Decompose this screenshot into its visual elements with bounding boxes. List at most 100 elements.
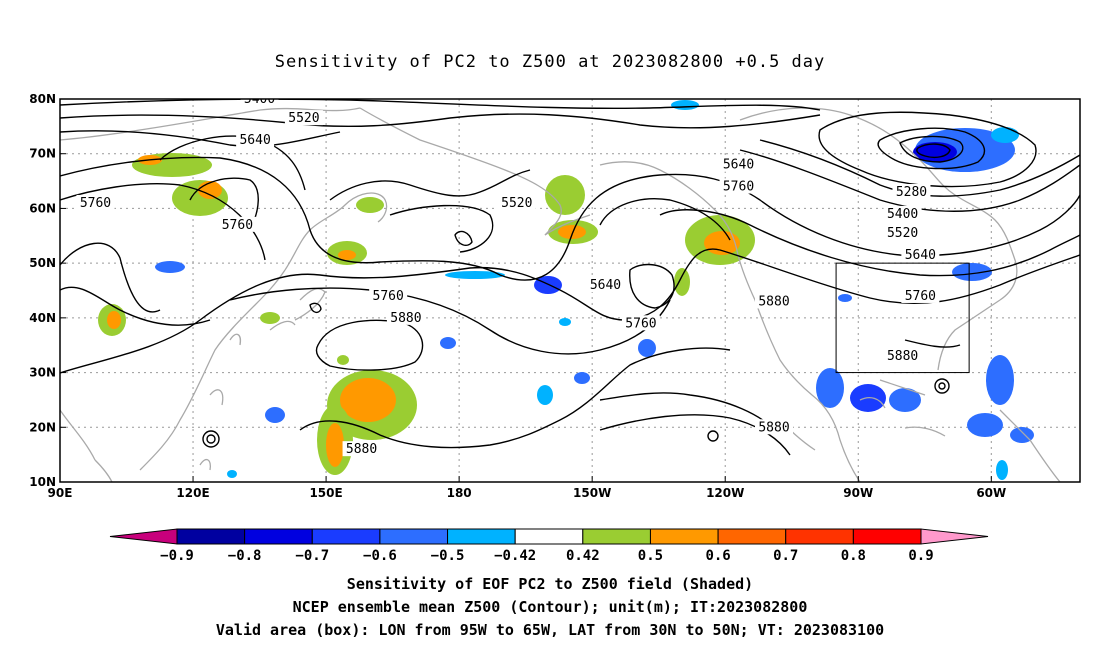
lon-tick-label: 120W xyxy=(706,486,744,500)
map-frame xyxy=(59,98,1081,483)
contour-label: 5400 xyxy=(887,207,918,222)
lat-axis-labels: 80N 70N 60N 50N 40N 30N 20N 10N xyxy=(29,92,66,489)
colorbar-segment xyxy=(379,528,449,545)
captions: Sensitivity of EOF PC2 to Z500 field (Sh… xyxy=(216,575,884,639)
contour-line xyxy=(60,248,1080,374)
negative-sensitivity-area xyxy=(440,337,456,349)
colorbar-tick-label: −0.6 xyxy=(363,548,397,564)
lon-axis-labels: 90E 120E 150E 180 150W 120W 90W 60W xyxy=(48,476,1006,500)
contour-label-bg xyxy=(236,132,275,148)
contour-line xyxy=(877,127,986,170)
lon-tick-label: 60W xyxy=(976,486,1006,500)
contour-label-bg xyxy=(386,309,425,325)
contour-label-bg xyxy=(901,246,940,262)
negative-sensitivity-area xyxy=(1010,427,1034,443)
colorbar: −0.9 −0.8 −0.7 −0.6 −0.5 −0.42 0.42 0.5 0.6 0.7 0.… xyxy=(109,528,989,564)
contour-line xyxy=(189,177,259,231)
negative-sensitivity-area xyxy=(996,460,1008,480)
positive-sensitivity-area xyxy=(558,225,586,239)
negative-sensitivity-area xyxy=(638,339,656,357)
negative-sensitivity-area xyxy=(991,127,1019,143)
contour-label: 5760 xyxy=(373,289,404,304)
contour-line xyxy=(899,135,964,163)
contour-label: 5640 xyxy=(905,248,936,263)
contour-label-bg xyxy=(719,178,758,194)
negative-sensitivity-area xyxy=(671,100,699,110)
colorbar-segment xyxy=(447,528,516,545)
contour-line xyxy=(599,414,791,456)
colorbar-tick-label: 0.7 xyxy=(773,548,798,564)
colorbar-segment xyxy=(649,528,719,545)
negative-sensitivity-area xyxy=(559,318,571,326)
contour-line xyxy=(818,111,1037,188)
contour-label-bg xyxy=(755,293,793,309)
colorbar-segment xyxy=(582,528,651,545)
lat-tick-label: 20N xyxy=(29,420,56,434)
colorbar-tick-label: −0.9 xyxy=(160,548,194,564)
contour-label-bg xyxy=(76,194,115,210)
positive-sensitivity-area xyxy=(326,423,344,467)
negative-sensitivity-area xyxy=(574,372,590,384)
contour-label-bg xyxy=(342,441,381,457)
contour-label-bg xyxy=(719,156,758,172)
contour-line xyxy=(60,242,161,313)
contour-line xyxy=(454,230,473,247)
contour-label: 5520 xyxy=(501,196,532,211)
lon-tick-label: 150W xyxy=(573,486,611,500)
contour-label-bg xyxy=(240,99,279,106)
contour-line xyxy=(60,286,211,326)
positive-sensitivity-area xyxy=(674,268,690,296)
contour-line xyxy=(329,169,531,201)
contour-line xyxy=(60,182,266,261)
contour-line xyxy=(629,263,675,309)
negative-sensitivity-area xyxy=(227,470,237,478)
contour-label: 5400 xyxy=(244,92,275,107)
contour-label: 5280 xyxy=(896,185,927,200)
contour-label-bg xyxy=(586,277,625,293)
contour-label-bg xyxy=(901,287,940,303)
contour-label: 5760 xyxy=(625,316,656,331)
colorbar-tick-label: −0.5 xyxy=(431,548,465,564)
contour-line xyxy=(599,198,731,241)
colorbar-tick-label: −0.8 xyxy=(228,548,262,564)
sensitivity-shading xyxy=(98,100,1034,480)
positive-sensitivity-area xyxy=(107,311,121,329)
lat-tick-label: 60N xyxy=(29,201,56,215)
negative-sensitivity-area xyxy=(889,388,921,412)
contour-label-bg xyxy=(621,315,660,331)
negative-sensitivity-area xyxy=(952,263,992,281)
colorbar-tick-label: 0.42 xyxy=(566,548,600,564)
lon-tick-label: 120E xyxy=(176,486,209,500)
lon-tick-label: 180 xyxy=(447,486,472,500)
contour-line xyxy=(315,319,424,371)
colorbar-segment xyxy=(785,528,854,545)
colorbar-segment xyxy=(852,528,922,545)
contour-low xyxy=(934,378,950,394)
contour-line xyxy=(229,287,671,355)
contour-label: 5760 xyxy=(80,196,111,211)
contour-label-bg xyxy=(883,225,922,241)
lat-tick-label: 40N xyxy=(29,311,56,325)
positive-sensitivity-area xyxy=(337,355,349,365)
positive-sensitivity-area xyxy=(338,250,356,260)
contour-label: 5880 xyxy=(758,294,789,309)
map-panel: 5400 5520 5640 5760 5760 5520 5640 5760 5280 5400… xyxy=(29,92,1081,500)
contour-label: 5520 xyxy=(288,111,319,126)
colorbar-segment xyxy=(311,528,381,545)
caption-line-2: NCEP ensemble mean Z500 (Contour); unit(… xyxy=(293,598,808,616)
colorbar-tick-label: −0.7 xyxy=(295,548,329,564)
contour-low xyxy=(938,382,946,390)
colorbar-segment xyxy=(514,528,584,545)
contour-line xyxy=(659,209,1080,277)
lon-tick-label: 90E xyxy=(48,486,73,500)
contour-label-bg xyxy=(755,419,793,435)
contour-label: 5880 xyxy=(346,442,377,457)
valid-area-box xyxy=(835,262,970,374)
lon-tick-label: 150E xyxy=(309,486,342,500)
colorbar-tick-label: 0.5 xyxy=(638,548,663,564)
contour-label: 5520 xyxy=(887,226,918,241)
contour-line xyxy=(389,204,494,253)
contour-label-bg xyxy=(883,348,922,364)
contour-line xyxy=(60,130,341,148)
